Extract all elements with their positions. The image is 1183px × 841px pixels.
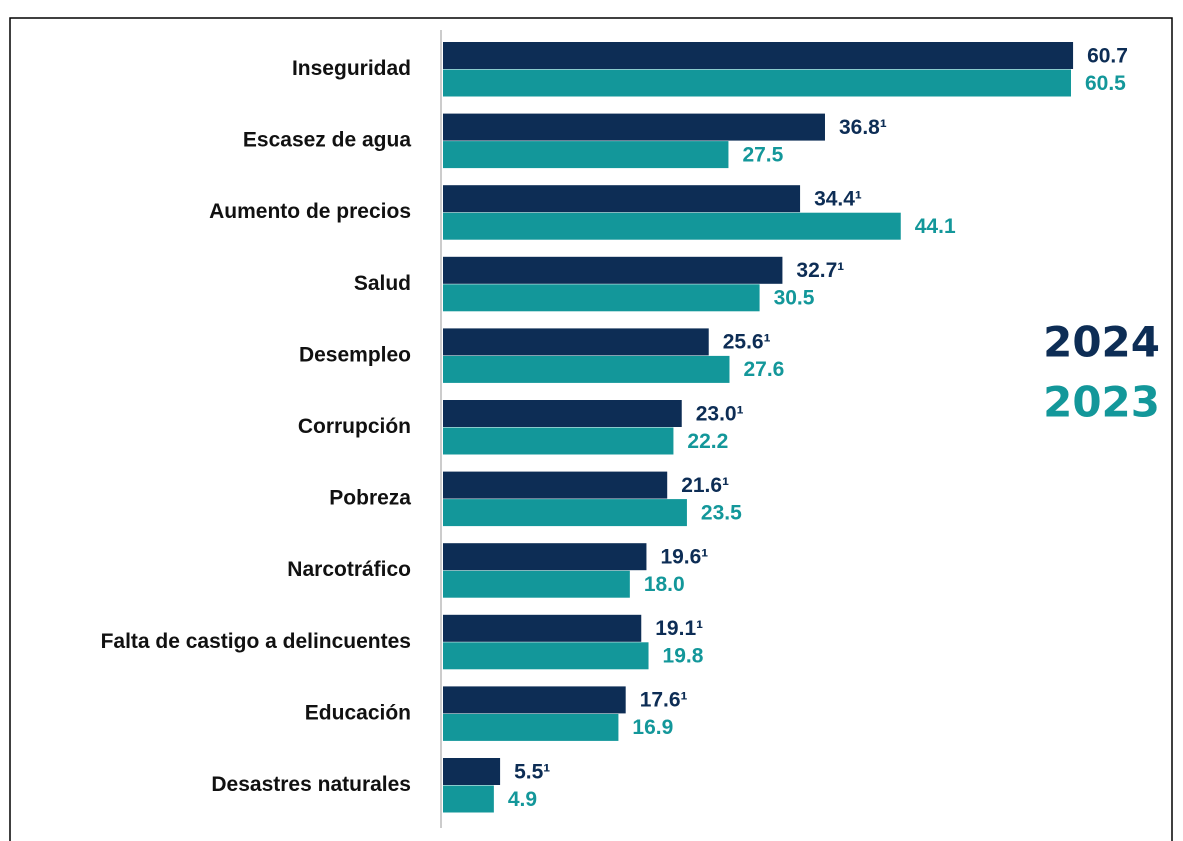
bar <box>443 355 730 383</box>
category-label: Falta de castigo a delincuentes <box>101 630 411 653</box>
value-label: 30.5 <box>774 287 815 310</box>
bar <box>443 543 647 571</box>
category-label: Educación <box>305 701 411 724</box>
value-label: 19.1¹ <box>655 617 703 640</box>
bar <box>443 328 709 356</box>
bar <box>443 785 494 813</box>
value-label: 34.4¹ <box>814 187 862 210</box>
bar <box>443 713 619 741</box>
bar <box>443 256 783 284</box>
category-label: Inseguridad <box>292 57 411 80</box>
frame <box>9 17 1173 841</box>
category-label: Corrupción <box>298 415 411 438</box>
bar <box>443 499 687 527</box>
category-label: Escasez de agua <box>243 129 411 152</box>
value-label: 16.9 <box>632 716 673 739</box>
bar <box>443 113 825 141</box>
value-label: 19.6¹ <box>660 545 708 568</box>
bar <box>443 185 801 213</box>
value-label: 27.5 <box>742 143 783 166</box>
category-label: Narcotráfico <box>287 558 411 581</box>
value-label: 21.6¹ <box>681 474 729 497</box>
value-label: 25.6¹ <box>723 331 771 354</box>
value-label: 17.6¹ <box>640 689 688 712</box>
value-label: 19.8 <box>663 645 704 668</box>
bar <box>443 570 630 598</box>
bar <box>443 400 682 427</box>
bar <box>443 42 1074 69</box>
bar <box>443 471 668 499</box>
bar <box>443 427 674 455</box>
value-label: 36.8¹ <box>839 116 887 139</box>
value-label: 18.0 <box>644 573 685 596</box>
bar <box>443 642 649 670</box>
bar <box>443 284 760 312</box>
bar <box>443 758 501 785</box>
value-label: 23.0¹ <box>696 402 744 425</box>
category-label: Desempleo <box>299 343 411 366</box>
value-label: 5.5¹ <box>514 760 550 783</box>
value-label: 4.9 <box>508 788 537 811</box>
value-label: 44.1 <box>915 215 956 238</box>
bar <box>443 614 642 642</box>
value-label: 60.7 <box>1087 44 1128 67</box>
category-label: Aumento de precios <box>209 200 411 223</box>
value-label: 32.7¹ <box>796 259 844 282</box>
category-label: Desastres naturales <box>211 773 411 796</box>
category-label: Pobreza <box>329 487 411 510</box>
value-label: 23.5 <box>701 501 742 524</box>
value-label: 22.2 <box>687 430 728 453</box>
bar <box>443 141 729 169</box>
legend-label: 2023 <box>1043 378 1160 427</box>
value-label: 60.5 <box>1085 72 1126 95</box>
value-label: 27.6 <box>743 358 784 381</box>
bar <box>443 686 626 714</box>
legend-label: 2024 <box>1043 318 1160 367</box>
bar <box>443 69 1071 97</box>
category-label: Salud <box>354 272 411 295</box>
bar <box>443 212 901 240</box>
